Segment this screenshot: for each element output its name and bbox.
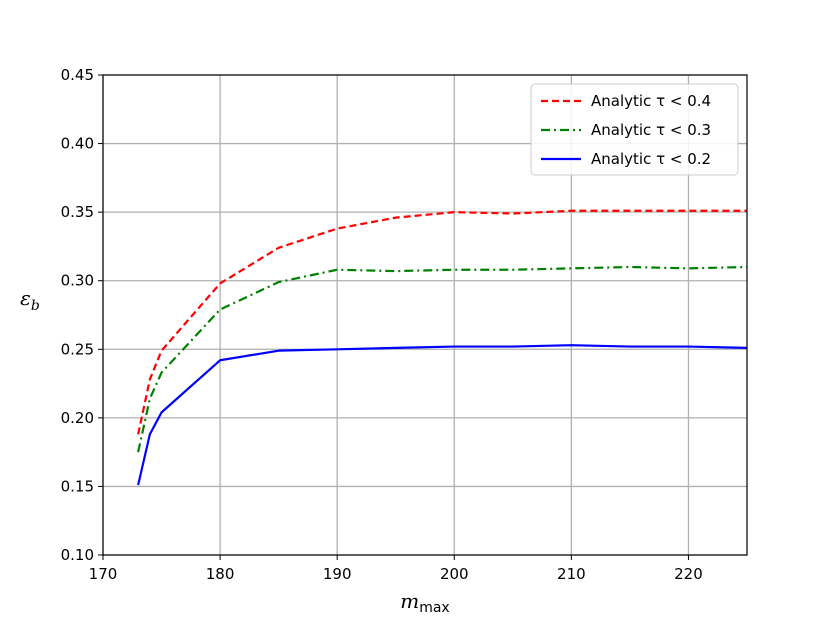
series-line-2	[137, 344, 748, 486]
x-tick-label: 180	[206, 565, 235, 583]
y-axis-label-sub: b	[31, 298, 40, 314]
y-tick-label: 0.45	[61, 66, 94, 84]
x-tick-label: 170	[89, 565, 118, 583]
x-tick-label: 190	[323, 565, 352, 583]
y-tick-label: 0.15	[61, 477, 94, 495]
y-tick-label: 0.10	[61, 546, 94, 564]
series-line-1	[137, 265, 748, 453]
legend-label-2: Analytic τ < 0.2	[591, 150, 711, 168]
x-tick-label: 210	[557, 565, 586, 583]
legend: Analytic τ < 0.4 Analytic τ < 0.3 Analytic…	[530, 83, 739, 176]
series-lines	[137, 209, 748, 486]
x-axis-label-main: m	[400, 589, 419, 613]
y-tick-label: 0.20	[61, 409, 94, 427]
x-tick-label: 220	[674, 565, 703, 583]
y-tick-label: 0.35	[61, 203, 94, 221]
y-ticks: 0.10 0.15 0.20 0.25 0.30 0.35 0.40 0.45	[61, 66, 103, 564]
x-tick-label: 200	[440, 565, 469, 583]
y-axis-label: εb	[20, 286, 40, 314]
y-tick-label: 0.40	[61, 135, 94, 153]
y-tick-label: 0.30	[61, 272, 94, 290]
series-line-0	[137, 209, 747, 435]
x-axis-label-sub: max	[419, 600, 450, 616]
plot-frame	[102, 74, 748, 556]
legend-box	[530, 83, 739, 176]
x-ticks: 170 180 190 200 210 220	[89, 555, 703, 583]
legend-label-0: Analytic τ < 0.4	[591, 92, 711, 110]
x-axis-label: mmax	[400, 589, 449, 616]
y-axis-label-main: ε	[20, 286, 31, 310]
legend-label-1: Analytic τ < 0.3	[591, 121, 711, 139]
y-tick-label: 0.25	[61, 340, 94, 358]
